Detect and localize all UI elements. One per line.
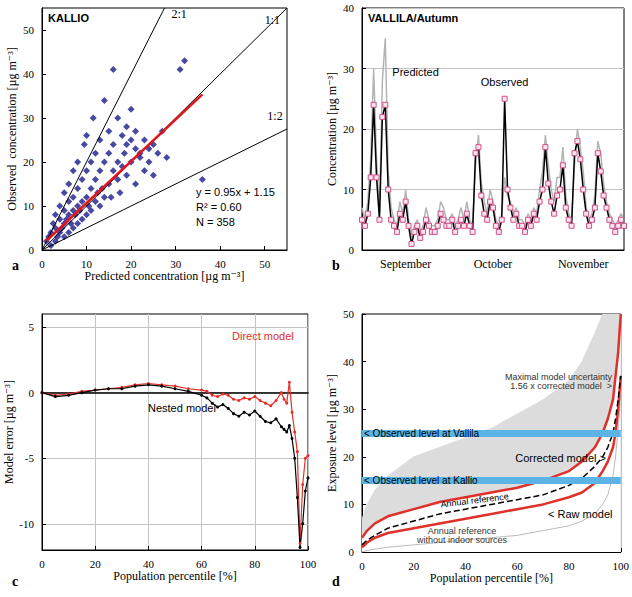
svg-text:100: 100 xyxy=(300,558,317,570)
svg-text:0: 0 xyxy=(39,558,45,570)
svg-text:September: September xyxy=(380,257,431,271)
svg-text:80: 80 xyxy=(249,558,260,570)
svg-text:November: November xyxy=(558,257,609,271)
svg-text:Annual reference: Annual reference xyxy=(440,491,509,509)
svg-text:Population percentile [%]: Population percentile [%] xyxy=(113,569,236,583)
svg-text:50: 50 xyxy=(259,258,271,270)
svg-text:Corrected model >: Corrected model > xyxy=(515,452,606,464)
svg-text:10: 10 xyxy=(343,498,355,510)
svg-text:d: d xyxy=(332,574,340,589)
svg-text:10: 10 xyxy=(23,200,35,212)
svg-text:40: 40 xyxy=(215,258,227,270)
svg-text:40: 40 xyxy=(143,558,155,570)
svg-text:Predicted: Predicted xyxy=(392,66,438,78)
svg-text:Nested model: Nested model xyxy=(148,402,216,414)
svg-text:10: 10 xyxy=(81,258,93,270)
svg-text:10: 10 xyxy=(343,184,355,196)
svg-text:40: 40 xyxy=(343,356,355,368)
svg-text:20: 20 xyxy=(408,560,420,572)
svg-text:Direct model: Direct model xyxy=(232,330,294,342)
svg-text:Concentration [µg m⁻³]: Concentration [µg m⁻³] xyxy=(325,72,339,186)
svg-text:October: October xyxy=(474,257,513,271)
svg-text:without indoor sources: without indoor sources xyxy=(416,535,508,545)
svg-text:50: 50 xyxy=(343,308,355,320)
svg-text:50: 50 xyxy=(23,24,35,36)
svg-text:2:1: 2:1 xyxy=(172,7,187,21)
svg-text:40: 40 xyxy=(343,2,355,14)
svg-text:20: 20 xyxy=(343,123,355,135)
svg-text:c: c xyxy=(12,574,18,589)
svg-text:30: 30 xyxy=(343,403,355,415)
svg-text:Exposure level [µg m⁻³]: Exposure level [µg m⁻³] xyxy=(325,374,339,492)
svg-text:< Observed level at Vallila: < Observed level at Vallila xyxy=(364,428,480,439)
svg-text:40: 40 xyxy=(23,68,35,80)
svg-text:< Raw model: < Raw model xyxy=(548,508,613,520)
svg-text:5: 5 xyxy=(29,321,35,333)
svg-text:0: 0 xyxy=(29,244,35,256)
svg-text:60: 60 xyxy=(196,558,208,570)
svg-text:Predicted concentration [µg m⁻: Predicted concentration [µg m⁻³] xyxy=(85,269,245,283)
svg-text:VALLILA/Autumn: VALLILA/Autumn xyxy=(368,12,459,24)
svg-text:< Observed level at Kallio: < Observed level at Kallio xyxy=(364,475,478,486)
svg-text:Observed concentration [µg m⁻: Observed concentration [µg m⁻³] xyxy=(5,47,19,210)
svg-text:0: 0 xyxy=(359,560,365,572)
svg-text:1:2: 1:2 xyxy=(267,109,282,123)
svg-text:1.56 x corrected model >: 1.56 x corrected model > xyxy=(510,381,612,391)
svg-text:20: 20 xyxy=(343,451,355,463)
svg-text:b: b xyxy=(332,258,340,273)
svg-text:Maximal model uncertainty: Maximal model uncertainty xyxy=(505,371,612,382)
svg-text:R² = 0.60: R² = 0.60 xyxy=(196,201,242,213)
svg-text:80: 80 xyxy=(564,560,576,572)
svg-text:0: 0 xyxy=(39,258,45,270)
svg-text:Model error [µg m⁻³]: Model error [µg m⁻³] xyxy=(2,380,16,484)
svg-text:20: 20 xyxy=(126,258,138,270)
svg-text:a: a xyxy=(12,258,19,273)
svg-text:0: 0 xyxy=(349,244,355,256)
svg-text:30: 30 xyxy=(170,258,182,270)
svg-text:Observed: Observed xyxy=(481,76,529,88)
svg-text:1:1: 1:1 xyxy=(265,13,280,27)
svg-text:30: 30 xyxy=(343,63,355,75)
svg-text:N = 358: N = 358 xyxy=(196,216,235,228)
svg-text:0: 0 xyxy=(29,387,35,399)
svg-text:40: 40 xyxy=(460,560,472,572)
svg-text:20: 20 xyxy=(90,558,102,570)
svg-text:Annual reference: Annual reference xyxy=(427,525,497,536)
svg-text:100: 100 xyxy=(613,560,630,572)
svg-text:20: 20 xyxy=(23,156,35,168)
svg-text:KALLIO: KALLIO xyxy=(48,12,89,24)
svg-text:0: 0 xyxy=(349,546,355,558)
svg-text:-10: -10 xyxy=(19,518,34,530)
svg-text:30: 30 xyxy=(23,112,35,124)
svg-text:y = 0.95x + 1.15: y = 0.95x + 1.15 xyxy=(196,186,275,198)
svg-text:60: 60 xyxy=(512,560,524,572)
svg-text:Population percentile [%]: Population percentile [%] xyxy=(430,571,553,585)
svg-text:-5: -5 xyxy=(25,452,35,464)
